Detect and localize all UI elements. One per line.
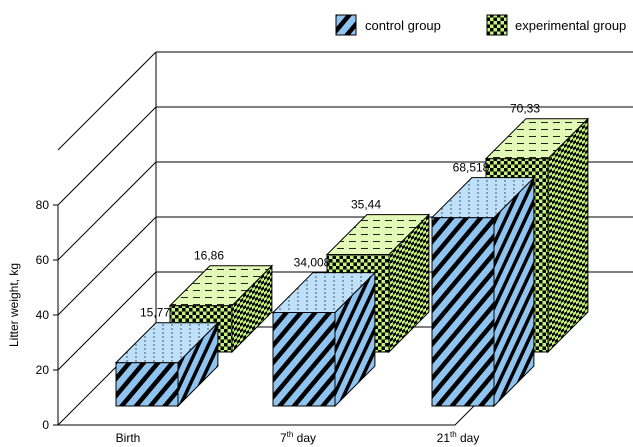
bar-control-2: 68,518 [430,161,536,408]
x-tick-label: Birth [116,431,141,445]
bar-control-0: 15,77 [114,306,220,408]
bar-top [168,265,274,307]
bar-front [272,311,336,407]
bar-top [325,214,431,256]
legend-label-control: control group [365,18,441,33]
y-tick-label: 80 [36,198,50,212]
data-label: 15,77 [140,306,170,320]
y-axis-title: Litter weight, kg [7,263,21,347]
bar-side [547,117,589,354]
bar-top [271,272,377,313]
x-axis: Birth 7th day 21th day [116,430,480,445]
bar-experimental-0: 16,86 [168,249,274,354]
bar-top [114,322,220,364]
data-label: 34,008 [294,256,331,270]
side-grid-line [57,106,157,206]
y-tick-label: 0 [42,418,49,432]
bar-control-1: 34,008 [271,256,377,408]
data-label: 68,518 [453,161,490,175]
bars: 16,86 35,44 70,33 15,77 34,008 68,518 [114,102,590,408]
y-tick-label: 20 [36,363,50,377]
side-grid-line [57,216,157,316]
bar-top [430,177,536,219]
bar-front [115,362,179,407]
y-axis: 0 20 40 60 80 [36,198,58,432]
y-tick-label: 60 [36,253,50,267]
side-grid-line [57,271,157,371]
legend-label-experimental: experimental group [515,18,626,33]
legend-item-experimental: experimental group [486,14,626,36]
x-tick-label: 7th day [280,430,316,445]
bar-front [431,217,495,407]
legend-swatch-control [335,14,357,36]
x-tick-label: 21th day [437,430,480,445]
legend-item-control: control group [335,14,441,36]
legend: control group experimental group [335,14,626,36]
y-tick-label: 40 [36,308,50,322]
bar-top [484,118,590,160]
data-label: 70,33 [510,102,540,116]
legend-swatch-experimental [486,14,508,36]
side-grid-line [57,161,157,261]
side-grid-line [57,51,157,151]
data-label: 16,86 [194,249,224,263]
data-label: 35,44 [351,198,381,212]
